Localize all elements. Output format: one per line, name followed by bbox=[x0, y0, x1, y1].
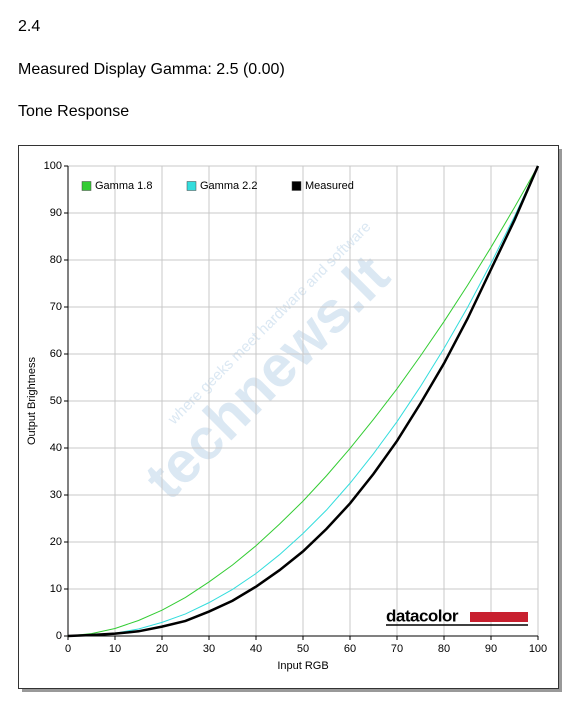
legend-swatch bbox=[186, 181, 197, 191]
section-number: 2.4 bbox=[18, 18, 40, 35]
x-tick-label: 50 bbox=[297, 643, 309, 655]
y-tick-label: 70 bbox=[50, 301, 62, 313]
series-line bbox=[67, 165, 539, 637]
logo: datacolor bbox=[386, 606, 459, 625]
x-tick-label: 10 bbox=[109, 643, 121, 655]
x-tick-label: 40 bbox=[250, 643, 262, 655]
logo-bar bbox=[470, 612, 528, 622]
x-axis-label: Input RGB bbox=[277, 660, 328, 672]
measured-gamma: Measured Display Gamma: 2.5 (0.00) bbox=[18, 61, 285, 78]
y-axis-label: Output Brightness bbox=[26, 356, 38, 445]
chart-heading: Tone Response bbox=[18, 103, 129, 120]
legend-swatch bbox=[81, 181, 92, 191]
chart-frame bbox=[18, 145, 559, 689]
y-tick-label: 20 bbox=[50, 536, 62, 548]
y-tick-label: 90 bbox=[50, 207, 62, 219]
x-tick-label: 80 bbox=[438, 643, 450, 655]
y-tick-label: 60 bbox=[50, 348, 62, 360]
x-tick-label: 90 bbox=[485, 643, 497, 655]
x-tick-label: 60 bbox=[344, 643, 356, 655]
y-tick-label: 10 bbox=[50, 583, 62, 595]
x-tick-label: 30 bbox=[203, 643, 215, 655]
y-tick-label: 0 bbox=[56, 630, 62, 642]
x-tick-label: 0 bbox=[65, 643, 71, 655]
legend-swatch bbox=[291, 181, 302, 191]
series-line bbox=[67, 165, 540, 638]
y-tick-label: 30 bbox=[50, 489, 62, 501]
y-tick-label: 40 bbox=[50, 442, 62, 454]
x-tick-label: 20 bbox=[156, 643, 168, 655]
x-tick-label: 70 bbox=[391, 643, 403, 655]
plot: 0 10 20 30 40 50 60 70 80 90 100 0 10 20 30 40 50 60 70 80 9… bbox=[26, 160, 547, 672]
y-tick-label: 50 bbox=[50, 395, 62, 407]
series-line bbox=[67, 165, 539, 637]
y-tick-label: 100 bbox=[44, 160, 62, 172]
legend-label: Measured bbox=[305, 180, 354, 192]
y-tick-label: 80 bbox=[50, 254, 62, 266]
x-tick-label: 100 bbox=[529, 643, 547, 655]
legend-label: Gamma 2.2 bbox=[200, 180, 257, 192]
legend-label: Gamma 1.8 bbox=[95, 180, 152, 192]
